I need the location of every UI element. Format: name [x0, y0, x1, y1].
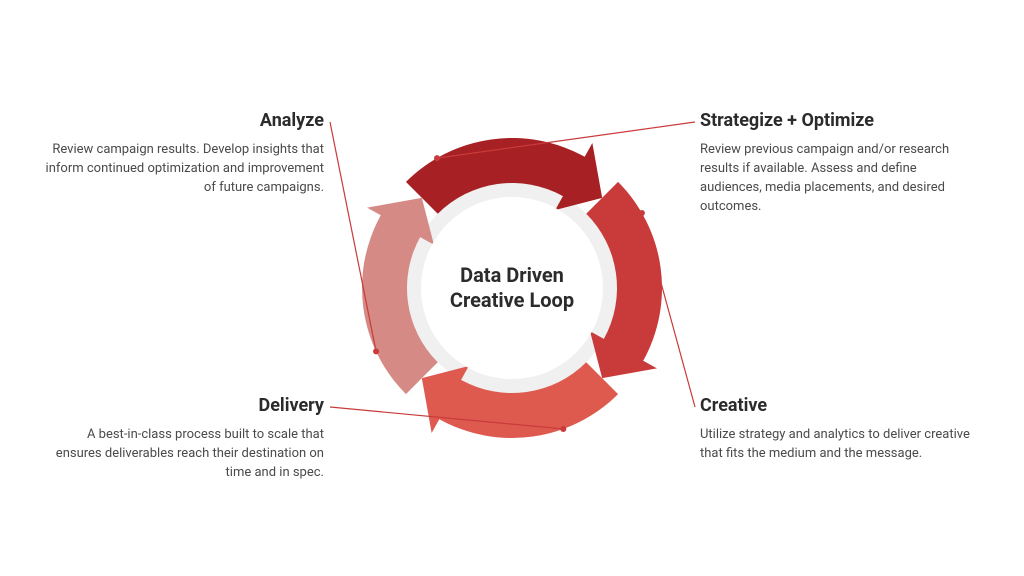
center-title: Data DrivenCreative Loop [422, 263, 602, 313]
label-creative: Creative Utilize strategy and analytics … [700, 395, 980, 464]
label-analyze-title: Analyze [44, 110, 324, 131]
label-delivery-title: Delivery [44, 395, 324, 416]
label-strategize-body: Review previous campaign and/or research… [700, 141, 980, 216]
label-analyze-body: Review campaign results. Develop insight… [44, 141, 324, 198]
label-strategize-title: Strategize + Optimize [700, 110, 980, 131]
circular-loop-diagram: Data DrivenCreative Loop [362, 138, 662, 438]
label-delivery: Delivery A best-in-class process built t… [44, 395, 324, 483]
label-creative-title: Creative [700, 395, 980, 416]
label-delivery-body: A best-in-class process built to scale t… [44, 426, 324, 483]
label-strategize: Strategize + Optimize Review previous ca… [700, 110, 980, 216]
label-creative-body: Utilize strategy and analytics to delive… [700, 426, 980, 464]
label-analyze: Analyze Review campaign results. Develop… [44, 110, 324, 198]
